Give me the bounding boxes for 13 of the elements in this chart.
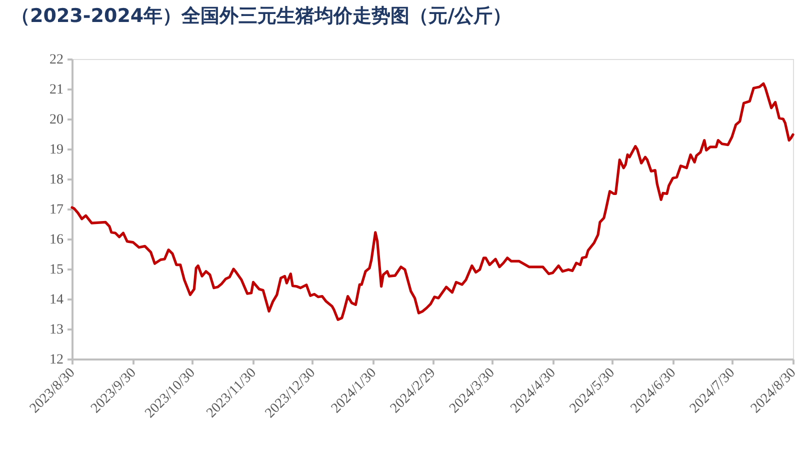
y-tick-label: 17	[50, 202, 64, 218]
y-tick-label: 18	[50, 172, 64, 188]
y-tick-label: 15	[50, 262, 64, 278]
chart-title: （2023-2024年）全国外三元生猪均价走势图（元/公斤）	[11, 5, 512, 27]
y-tick-label: 16	[50, 232, 64, 248]
line-series	[70, 82, 794, 321]
y-tick-label: 13	[50, 322, 64, 338]
y-tick-label: 19	[50, 142, 64, 158]
y-tick-label: 20	[50, 112, 64, 128]
y-tick-label: 14	[50, 292, 64, 308]
y-tick-label: 21	[50, 82, 64, 98]
y-tick-label: 22	[50, 52, 64, 68]
y-tick-label: 12	[50, 352, 64, 368]
